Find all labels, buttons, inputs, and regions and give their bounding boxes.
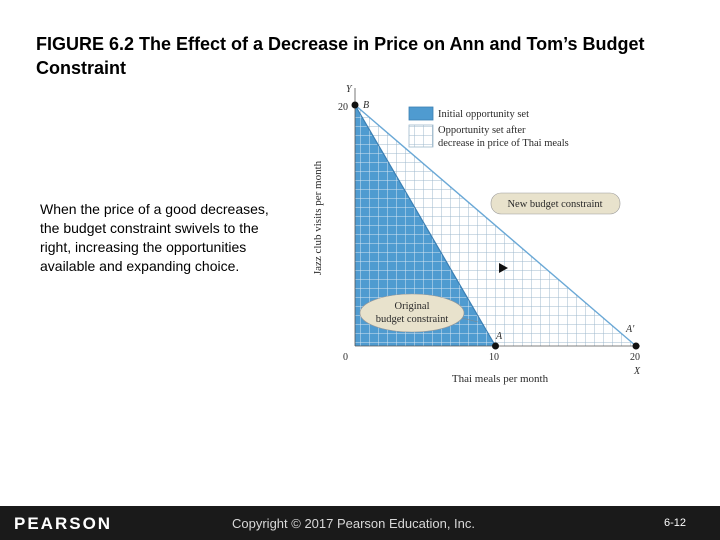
new-constraint-bubble — [490, 192, 621, 215]
budget-constraint-diagram: Jazz club visits per month Thai meals pe… — [312, 84, 641, 385]
legend-swatch-initial — [408, 106, 434, 121]
footer-bar: PEARSON Copyright © 2017 Pearson Educati… — [0, 506, 720, 540]
point-label-a-prime: A' — [625, 324, 635, 335]
legend-label-after-line1: Opportunity set after — [438, 125, 526, 136]
tick-label-x-20: 20 — [630, 352, 640, 363]
point-a — [492, 342, 499, 350]
tick-label-x-10: 10 — [489, 352, 499, 363]
point-b — [351, 101, 359, 109]
y-axis-letter: Y — [346, 84, 353, 95]
original-constraint-label-line2: budget constraint — [376, 314, 449, 325]
original-constraint-bubble — [359, 293, 465, 333]
point-a-prime — [632, 342, 640, 350]
legend-label-after-line2: decrease in price of Thai meals — [438, 138, 569, 149]
new-constraint-label: New budget constraint — [507, 199, 602, 210]
original-constraint-pointer — [461, 317, 479, 323]
tick-label-x-0: 0 — [343, 352, 348, 363]
original-budget-line — [354, 104, 497, 347]
figure-caption: When the price of a good decreases, the … — [40, 201, 269, 274]
y-axis-label: Jazz club visits per month — [312, 160, 324, 275]
point-label-a: A — [495, 331, 503, 342]
copyright-text: Copyright © 2017 Pearson Education, Inc. — [232, 516, 476, 531]
legend-swatch-after — [408, 124, 434, 148]
x-axis-letter: X — [633, 366, 641, 377]
x-axis-label: Thai meals per month — [452, 373, 549, 385]
new-budget-line — [354, 104, 637, 347]
slide-number: 6-12 — [663, 517, 686, 529]
legend-label-initial: Initial opportunity set — [438, 109, 529, 120]
page-title: FIGURE 6.2 The Effect of a Decrease in P… — [36, 34, 645, 78]
point-label-b: B — [363, 100, 369, 111]
tick-label-y-20: 20 — [338, 102, 348, 113]
swivel-arrow-icon — [499, 263, 508, 273]
original-constraint-label-line1: Original — [395, 301, 430, 312]
pearson-logo: PEARSON — [14, 514, 113, 533]
